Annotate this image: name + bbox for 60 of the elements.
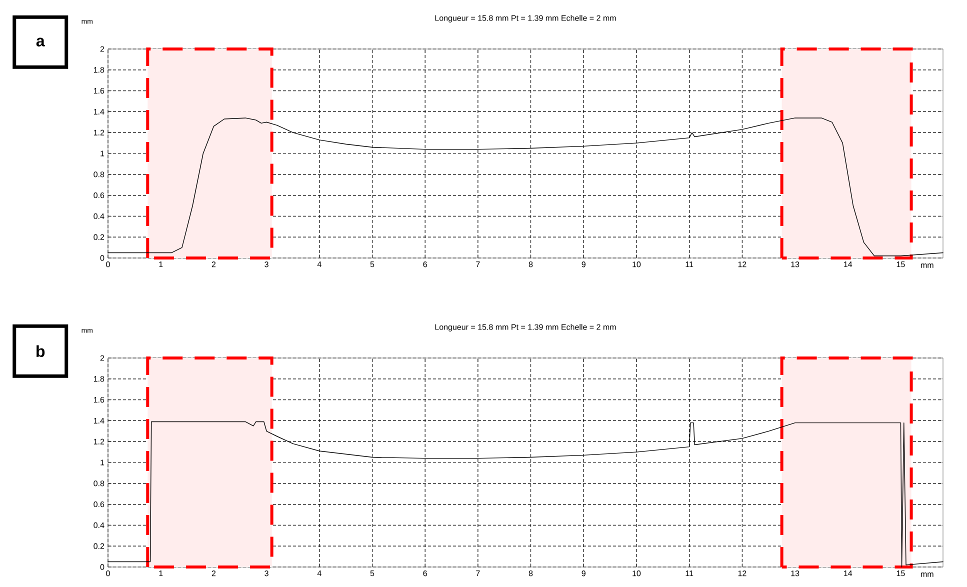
- x-tick-label: 0: [106, 570, 110, 576]
- x-tick-label: 2: [212, 570, 216, 576]
- y-tick-label: 0: [100, 564, 104, 570]
- y-tick-label: 1.4: [94, 418, 104, 424]
- x-tick-label: 9: [582, 570, 586, 576]
- x-tick-label: 10: [632, 570, 641, 576]
- text: b: [36, 345, 45, 357]
- y-tick-label: 1.8: [94, 376, 104, 382]
- x-tick-label: 10: [632, 262, 641, 268]
- text: a: [36, 38, 45, 46]
- x-tick-label: 9: [582, 262, 586, 268]
- y-tick-label: 1.8: [94, 67, 104, 73]
- y-tick-label: 1.2: [94, 130, 104, 136]
- x-tick-label: 5: [370, 262, 374, 268]
- x-tick-label: 6: [423, 262, 427, 268]
- y-tick-label: 1.2: [94, 438, 104, 444]
- x-tick-label: 3: [264, 262, 268, 268]
- x-tick-label: 1: [159, 570, 163, 576]
- chart-title: Longueur = 15.8 mm Pt = 1.39 mm Echelle = 2 mm: [435, 324, 616, 332]
- x-tick-label: 5: [370, 570, 374, 576]
- x-tick-label: 15: [896, 570, 905, 576]
- x-tick-label: 8: [528, 570, 533, 576]
- chart-title: Longueur = 15.8 mm Pt = 1.39 mm Echelle = 2 mm: [435, 15, 616, 22]
- y-tick-label: 1.4: [94, 108, 104, 114]
- x-tick-label: 7: [476, 570, 480, 576]
- y-tick-label: 0.6: [94, 501, 104, 508]
- x-tick-label: 12: [738, 262, 746, 268]
- y-tick-label: 1: [100, 150, 104, 156]
- x-tick-label: 7: [476, 262, 480, 268]
- y-tick-label: 0.2: [94, 543, 104, 549]
- y-tick-label: 0.2: [94, 234, 104, 240]
- y-tick-label: 0.4: [94, 522, 104, 528]
- y-tick-label: 1: [100, 460, 104, 466]
- y-tick-label: 0.4: [94, 213, 104, 220]
- x-axis-title: mm: [921, 264, 934, 268]
- y-tick-label: 1.6: [94, 396, 104, 403]
- x-tick-label: 1: [159, 262, 163, 268]
- x-tick-label: 4: [317, 570, 322, 576]
- y-tick-label: 0.8: [94, 172, 104, 178]
- x-tick-label: 6: [423, 570, 427, 576]
- y-tick-label: 1.6: [94, 88, 104, 94]
- x-axis-title: mm: [921, 572, 934, 577]
- x-tick-label: 0: [106, 262, 110, 268]
- x-tick-label: 13: [791, 570, 800, 576]
- x-tick-label: 2: [212, 262, 216, 268]
- x-tick-label: 4: [317, 262, 322, 268]
- x-tick-label: 14: [844, 262, 852, 268]
- x-tick-label: 15: [896, 262, 905, 268]
- x-tick-label: 12: [738, 570, 746, 576]
- y-tick-label: 0: [100, 255, 104, 261]
- y-tick-label: 2: [100, 46, 104, 52]
- y-tick-label: 2: [100, 355, 104, 361]
- x-tick-label: 14: [844, 570, 852, 576]
- x-tick-label: 3: [264, 570, 268, 576]
- y-tick-label: 0.8: [94, 480, 104, 486]
- x-tick-label: 11: [686, 262, 694, 268]
- x-tick-label: 8: [528, 262, 533, 268]
- y-tick-label: 0.6: [94, 192, 104, 198]
- x-tick-label: 13: [791, 262, 800, 268]
- x-tick-label: 11: [686, 570, 694, 576]
